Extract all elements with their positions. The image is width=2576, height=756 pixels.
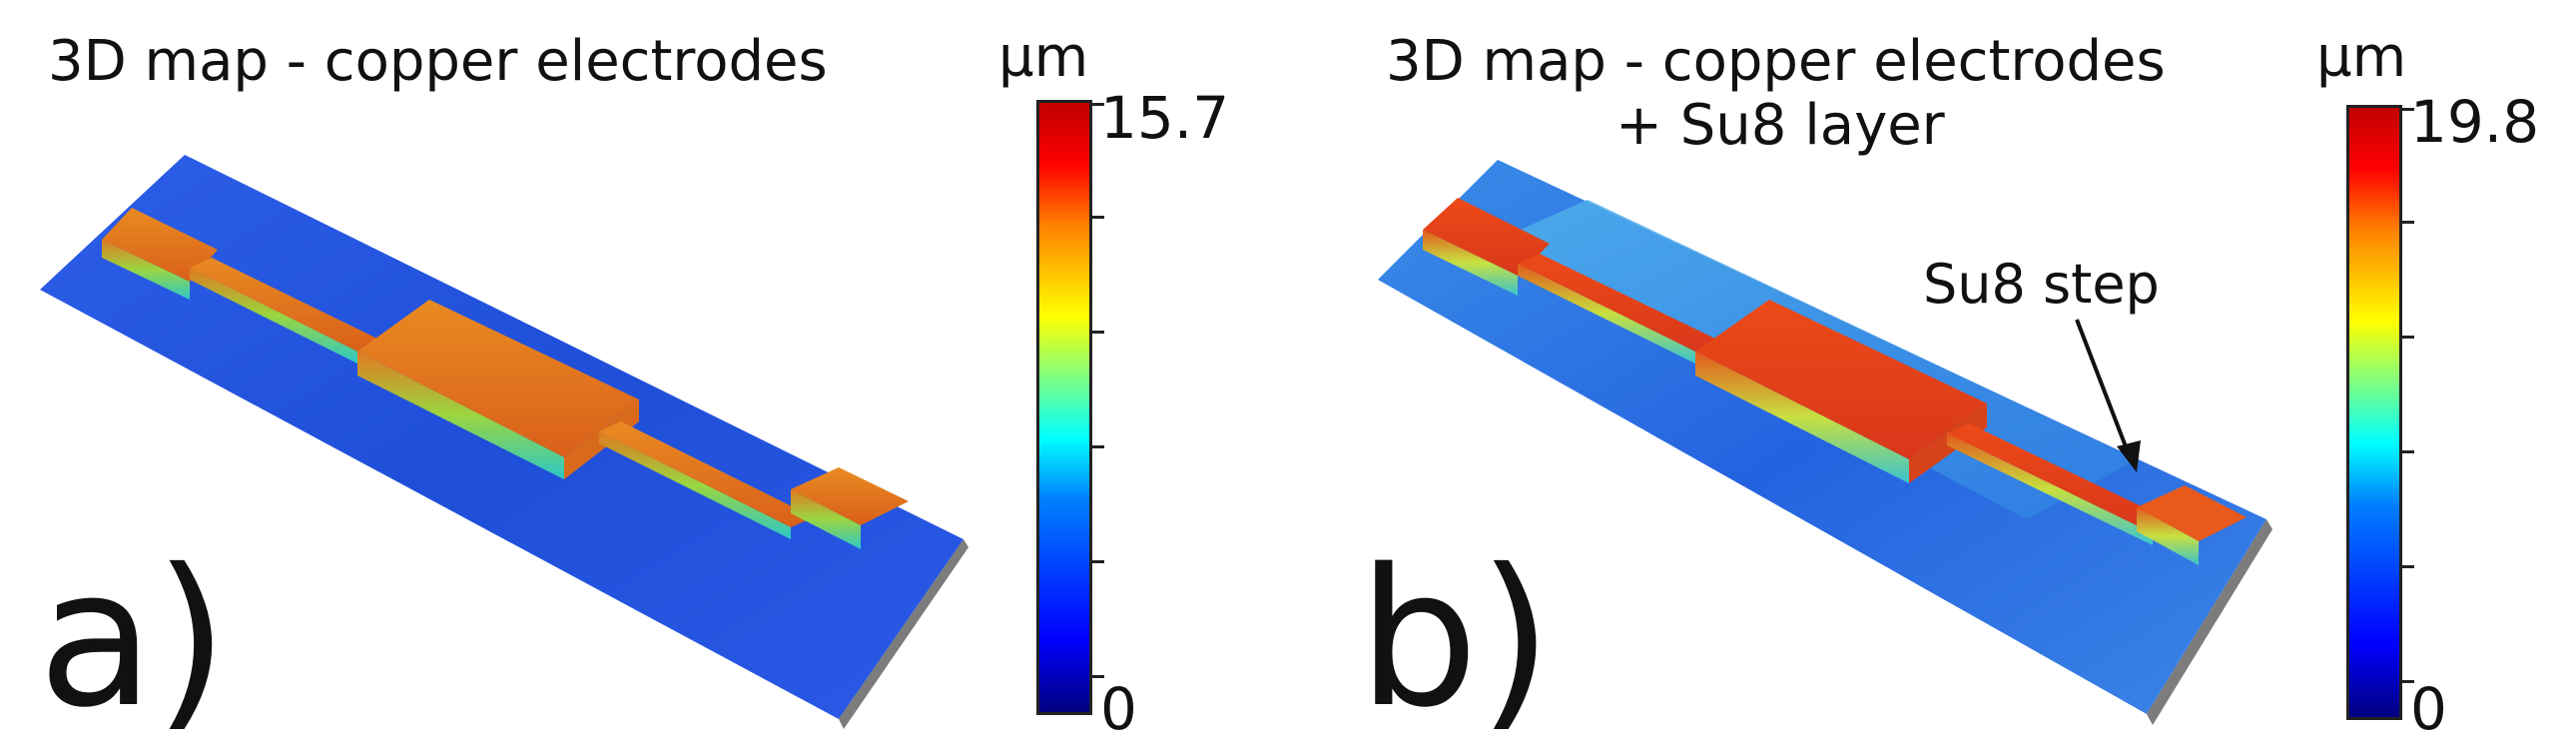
colorbar-tick	[1092, 560, 1104, 563]
panel-a: 3D map - copper electrodes	[38, 25, 1230, 749]
panel-b-3d-surface	[1378, 160, 2272, 725]
colorbar-tick	[1092, 216, 1104, 219]
panel-b-letter: b)	[1358, 528, 1553, 749]
colorbar-tick	[1092, 445, 1104, 448]
panel-a-title-line-1: 3D map - copper electrodes	[48, 29, 828, 94]
panel-a-letter: a)	[38, 528, 229, 749]
panel-b-colorbar	[2346, 105, 2414, 720]
panel-a-title: 3D map - copper electrodes	[48, 30, 828, 94]
panel-a-colorbar-unit: µm	[998, 25, 1089, 90]
panel-a-3d-surface	[40, 155, 968, 729]
panel-b-substrate-edge	[2147, 519, 2272, 725]
colorbar-tick	[2402, 108, 2414, 111]
panel-a-substrate-edge	[839, 539, 968, 729]
colorbar-tick	[2402, 221, 2414, 224]
colorbar-tick	[2402, 336, 2414, 339]
panel-a-electrode	[102, 208, 909, 549]
panel-b-title-line-2: + Su8 layer	[1615, 93, 1945, 158]
colorbar-tick	[2402, 565, 2414, 568]
panel-b-colorbar-max: 19.8	[2410, 88, 2540, 156]
panel-b-title-line-1: 3D map - copper electrodes	[1386, 29, 2166, 94]
panel-a-colorbar-min: 0	[1100, 675, 1137, 743]
panel-b-colorbar-min: 0	[2410, 675, 2447, 743]
panel-b-title: 3D map - copper electrodes + Su8 layer	[1386, 30, 2284, 158]
panel-b-colorbar-unit: µm	[2316, 25, 2407, 90]
panel-a-colorbar	[1036, 100, 1104, 715]
colorbar-tick	[1092, 331, 1104, 334]
su8-step-label: Su8 step	[1923, 253, 2160, 316]
colorbar-tick	[2402, 680, 2414, 683]
colorbar-tick	[2402, 450, 2414, 453]
panel-a-colorbar-max: 15.7	[1100, 84, 1230, 152]
panel-b: 3D map - copper electrodes + Su8 layer	[1288, 0, 2576, 756]
colorbar-tick	[1092, 103, 1104, 106]
colorbar-tick	[1092, 675, 1104, 678]
su8-step-arrow	[2075, 319, 2141, 472]
panel-b-electrode	[1423, 198, 2247, 565]
